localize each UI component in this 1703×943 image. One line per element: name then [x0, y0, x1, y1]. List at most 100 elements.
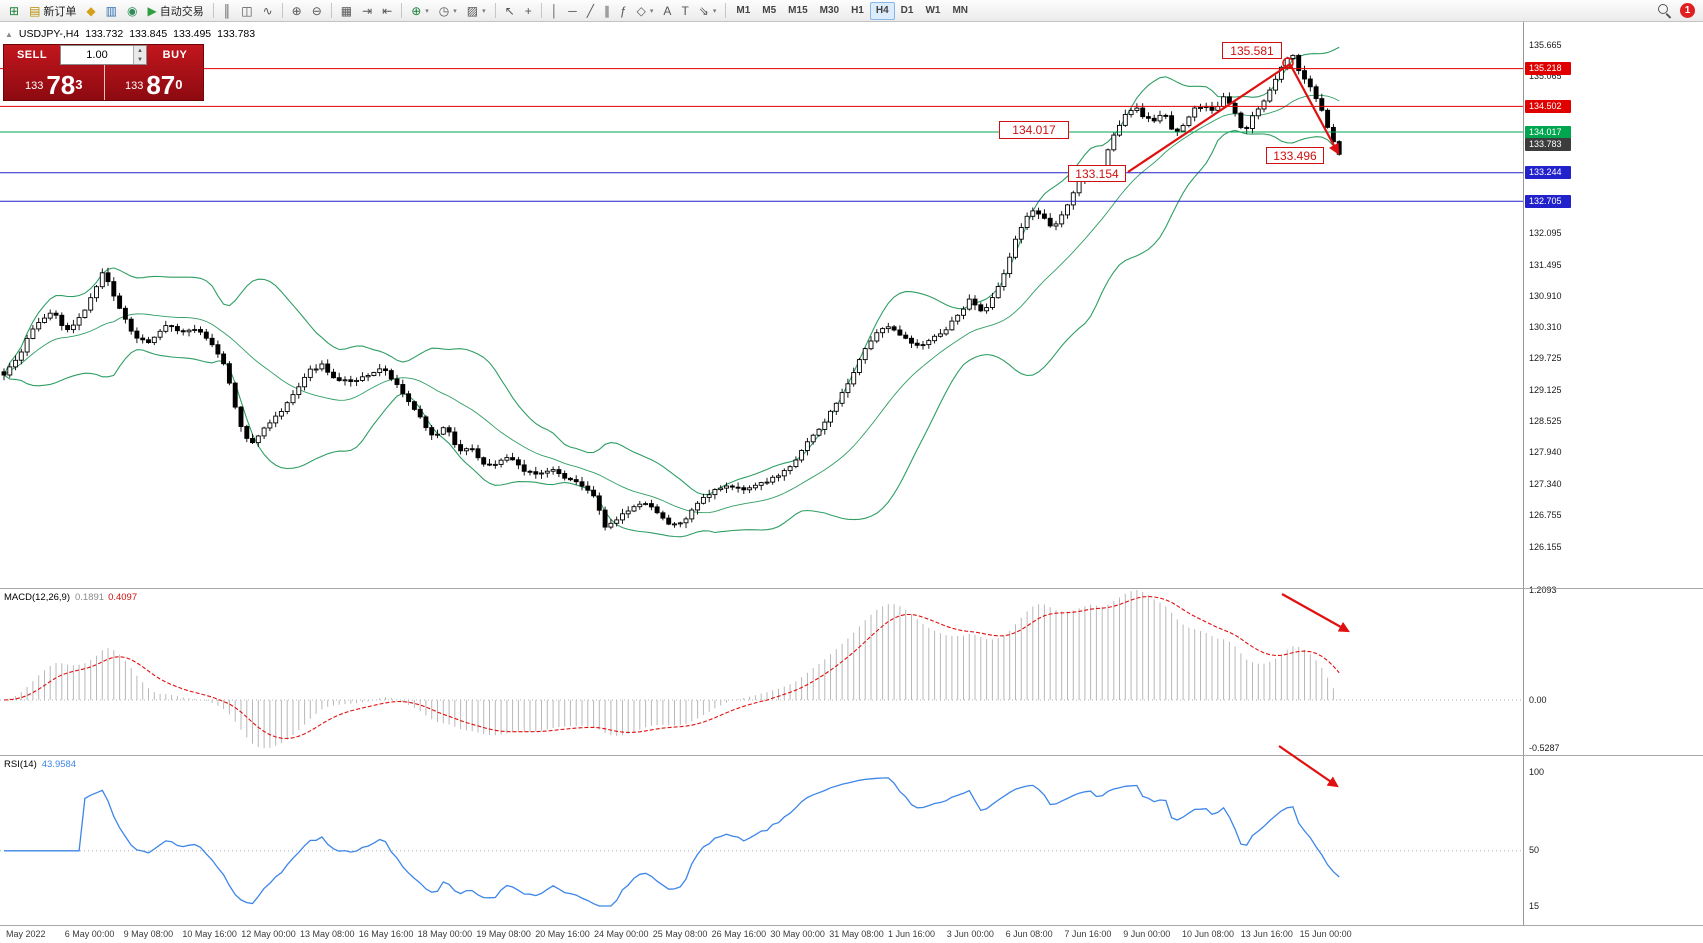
zoom-in-icon[interactable]: ⊕	[287, 2, 307, 20]
pane-divider[interactable]	[0, 925, 1703, 926]
arrows-tool-icon-dropdown[interactable]: ▾	[712, 7, 717, 15]
chart-shift-icon[interactable]: ⇤	[377, 2, 397, 20]
bar-high: 133.845	[129, 28, 168, 40]
time-label: 13 May 08:00	[300, 929, 355, 939]
templates-icon-dropdown[interactable]: ▾	[482, 7, 486, 15]
search-icon[interactable]	[1657, 3, 1672, 18]
auto-trading-button[interactable]: ▶ 自动交易	[142, 2, 208, 20]
navigator-icon[interactable]: ◉	[122, 2, 142, 20]
volume-down-button[interactable]: ▼	[134, 55, 146, 64]
time-label: 26 May 16:00	[711, 929, 767, 939]
timeframe-d1[interactable]: D1	[900, 5, 914, 16]
price-tick: 128.525	[1529, 416, 1562, 427]
buy-price-big: 87	[146, 69, 176, 100]
time-label: 25 May 08:00	[652, 929, 708, 939]
one-click-trading-panel: SELL 1.00 ▲ ▼ BUY 133 78 3 133 87 0	[3, 44, 204, 101]
timeframe-m15[interactable]: M15	[788, 5, 808, 16]
time-label: 24 May 00:00	[594, 929, 649, 939]
timeframe-m1[interactable]: M1	[736, 5, 751, 16]
navigator-icon: ◉	[126, 3, 138, 18]
buy-price-prefix: 133	[124, 80, 144, 92]
macd-indicator-pane[interactable]	[0, 589, 1523, 755]
notification-badge[interactable]: 1	[1680, 3, 1695, 18]
templates-icon[interactable]: ▨ ▾	[462, 2, 491, 20]
crosshair-icon[interactable]: +	[520, 2, 537, 20]
sell-price[interactable]: 133 78 3	[4, 65, 104, 100]
pane-divider[interactable]	[0, 588, 1703, 589]
zoom-out-icon[interactable]: ⊖	[307, 2, 327, 20]
timeframe-h1[interactable]: H1	[851, 5, 864, 16]
pane-divider[interactable]	[0, 755, 1703, 756]
price-annotation-133.496[interactable]: 133.496	[1266, 147, 1324, 164]
periods-icon-dropdown[interactable]: ▾	[453, 7, 457, 15]
sell-price-prefix: 133	[24, 80, 44, 92]
candlestick-chart-icon[interactable]: ◫	[236, 2, 257, 20]
sell-button[interactable]: SELL	[16, 49, 48, 61]
crosshair-icon: +	[524, 3, 532, 18]
time-label: 1 Jun 16:00	[888, 929, 936, 939]
label-icon[interactable]: T	[676, 2, 693, 20]
periods-icon[interactable]: ◷ ▾	[434, 2, 462, 20]
cursor-icon[interactable]: ↖	[500, 2, 520, 20]
timeframe-m5[interactable]: M5	[762, 5, 777, 16]
tile-windows-icon: ▦	[340, 3, 353, 18]
new-order-button[interactable]: ▤ 新订单	[24, 2, 81, 20]
buy-button[interactable]: BUY	[162, 49, 188, 61]
time-label: 20 May 16:00	[535, 929, 590, 939]
timeframe-w1[interactable]: W1	[925, 5, 941, 16]
rsi-header: RSI(14) 43.9584	[4, 759, 76, 770]
timeframe-h4[interactable]: H4	[869, 1, 895, 20]
volume-field[interactable]: 1.00 ▲ ▼	[60, 45, 147, 65]
price-tick: 127.340	[1529, 478, 1562, 489]
macd-tick: 1.2093	[1529, 584, 1557, 595]
horizontal-line-icon[interactable]: ─	[563, 2, 582, 20]
rsi-indicator-pane[interactable]	[0, 756, 1523, 925]
time-label: 18 May 00:00	[417, 929, 473, 939]
timeframe-mn[interactable]: MN	[952, 5, 969, 16]
auto-scroll-icon: ⇥	[362, 3, 373, 18]
price-annotation-135.581[interactable]: 135.581	[1222, 42, 1282, 59]
toolbar-separator	[281, 3, 283, 18]
buy-price[interactable]: 133 87 0	[103, 65, 204, 100]
toolbar-separator	[212, 3, 214, 18]
fibonacci-icon[interactable]: ƒ	[615, 2, 632, 20]
channel-icon: ∥	[603, 3, 610, 18]
volume-value[interactable]: 1.00	[86, 49, 108, 61]
indicators-icon[interactable]: ⊕ ▾	[406, 2, 434, 20]
main-price-chart[interactable]	[0, 22, 1523, 588]
market-watch-icon[interactable]: ◆	[81, 2, 100, 20]
chart-shift-icon: ⇤	[382, 3, 393, 18]
new-chart-icon: ⊞	[9, 3, 20, 18]
price-level-badge: 133.244	[1525, 166, 1571, 180]
bar-chart-icon[interactable]: ║	[218, 2, 237, 20]
trendline-icon[interactable]: ╱	[582, 2, 599, 20]
auto-scroll-icon[interactable]: ⇥	[357, 2, 377, 20]
market-watch-icon: ◆	[86, 3, 96, 18]
timeframe-m30[interactable]: M30	[819, 5, 840, 16]
time-label: May 2022	[6, 929, 46, 939]
channel-icon[interactable]: ∥	[599, 2, 615, 20]
fibonacci-icon: ƒ	[619, 3, 627, 18]
line-chart-icon[interactable]: ∿	[258, 2, 278, 20]
price-axis[interactable]: 135.665 135.065 132.095 131.495 130.910 130.3…	[1523, 22, 1703, 925]
shapes-icon-dropdown[interactable]: ▾	[649, 7, 654, 15]
buy-price-sup: 0	[175, 77, 183, 92]
price-annotation-134.017[interactable]: 134.017	[999, 121, 1069, 139]
rsi-tick: 15	[1529, 900, 1540, 911]
data-window-icon[interactable]: ▥	[101, 2, 122, 20]
time-label: 15 Jun 00:00	[1299, 929, 1352, 939]
tile-windows-icon[interactable]: ▦	[336, 2, 357, 20]
volume-up-button[interactable]: ▲	[134, 46, 146, 55]
rsi-tick: 50	[1529, 845, 1540, 856]
new-chart-icon[interactable]: ⊞	[4, 2, 24, 20]
toolbar-separator	[330, 3, 332, 18]
indicators-icon-dropdown[interactable]: ▾	[425, 7, 429, 15]
toolbar-right: 1	[1657, 3, 1699, 18]
time-axis[interactable]: May 2022 6 May 00:00 9 May 08:00 10 May 16:…	[0, 926, 1523, 943]
collapse-panel-icon[interactable]: ▲	[5, 29, 13, 39]
text-icon[interactable]: A	[658, 2, 676, 20]
arrows-tool-icon[interactable]: ⇘ ▾	[694, 2, 722, 20]
price-annotation-133.154[interactable]: 133.154	[1068, 165, 1126, 182]
vertical-line-icon[interactable]: │	[546, 2, 564, 20]
shapes-icon[interactable]: ◇ ▾	[632, 2, 659, 20]
